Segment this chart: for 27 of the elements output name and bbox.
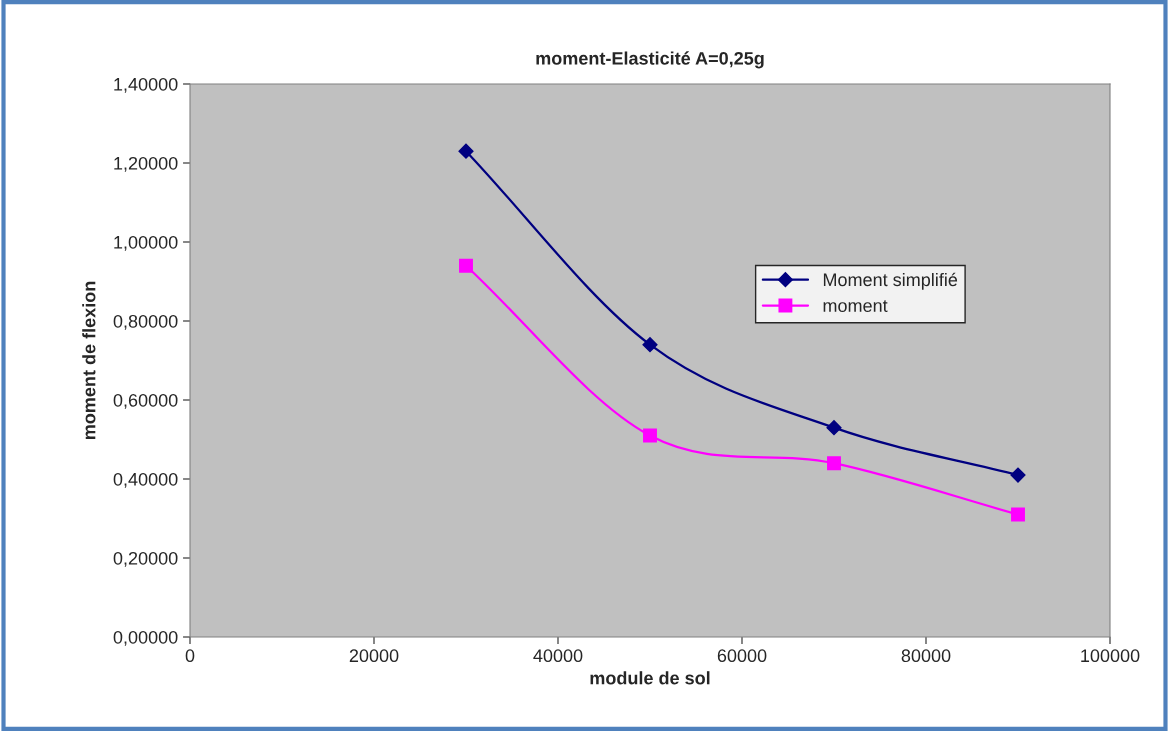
legend-label: Moment simplifié	[823, 272, 958, 290]
x-axis-title: module de sol	[590, 671, 710, 685]
point	[459, 258, 473, 273]
y-tick-label: 1,40000	[114, 77, 178, 93]
y-tick-label: 1,00000	[114, 235, 178, 251]
chart-title: moment-Elasticité A=0,25g	[536, 51, 764, 69]
legend-label: moment	[823, 300, 888, 313]
point	[458, 143, 474, 159]
y-tick-label: 0,80000	[113, 314, 178, 330]
y-axis-title: moment de flexion	[82, 281, 96, 440]
x-tick-label: 80000	[901, 649, 951, 663]
x-tick-label: 20000	[349, 649, 399, 663]
y-tick-label: 0,00000	[113, 630, 178, 646]
point	[1010, 467, 1026, 483]
y-tick-label: 0,20000	[113, 551, 178, 567]
point	[643, 428, 657, 443]
x-tick-label: 0	[185, 649, 195, 663]
y-tick-label: 0,40000	[113, 472, 178, 488]
point	[827, 456, 841, 471]
x-tick-label: 60000	[717, 649, 767, 663]
y-tick-label: 0,60000	[113, 393, 178, 409]
y-tick-label: 1,20000	[114, 156, 178, 172]
point	[1011, 507, 1025, 522]
point	[642, 337, 658, 353]
x-tick-label: 100000	[1081, 649, 1140, 663]
point	[826, 420, 842, 436]
x-tick-label: 40000	[533, 649, 583, 663]
